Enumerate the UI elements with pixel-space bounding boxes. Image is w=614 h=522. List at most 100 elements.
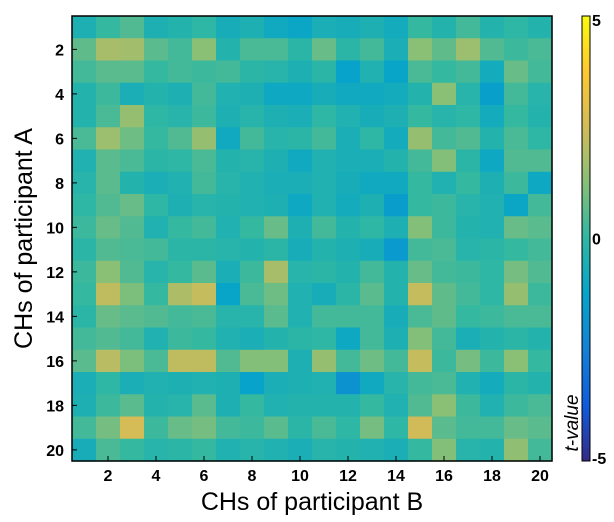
heatmap-cell [360, 416, 385, 440]
heatmap-cell [360, 216, 385, 240]
heatmap-cell [312, 327, 337, 351]
heatmap-cell [120, 327, 145, 351]
heatmap-cell [72, 327, 97, 351]
heatmap-cell [360, 60, 385, 84]
heatmap-cell [72, 60, 97, 84]
heatmap-cell [264, 82, 289, 106]
heatmap-cell [384, 394, 409, 418]
heatmap-cell [480, 394, 505, 418]
heatmap-cell [408, 105, 433, 128]
heatmap-cell [288, 38, 313, 62]
x-tick-label: 6 [200, 468, 209, 485]
heatmap-cell [192, 38, 217, 62]
heatmap-cell [168, 171, 193, 195]
heatmap-cells [72, 16, 553, 462]
heatmap-cell [168, 238, 193, 262]
heatmap-cell [144, 38, 169, 62]
y-tick-label: 14 [46, 309, 64, 326]
heatmap-cell [144, 171, 169, 195]
heatmap-cell [216, 105, 241, 128]
heatmap-cell [240, 216, 265, 240]
heatmap-cell [384, 171, 409, 195]
x-axis-title: CHs of participant B [201, 488, 423, 516]
heatmap-cell [120, 60, 145, 84]
heatmap-cell [456, 260, 481, 284]
heatmap-cell [384, 416, 409, 440]
heatmap-cell [480, 238, 505, 262]
heatmap-cell [192, 305, 217, 329]
heatmap-cell [216, 127, 241, 151]
heatmap-cell [360, 38, 385, 62]
colorbar-title: t-value [562, 394, 583, 451]
heatmap-cell [72, 305, 97, 329]
heatmap-cell [384, 105, 409, 128]
heatmap-cell [336, 327, 361, 351]
y-tick-label: 4 [55, 87, 64, 104]
heatmap-cell [504, 238, 529, 262]
heatmap-cell [312, 216, 337, 240]
heatmap-cell [192, 238, 217, 262]
x-tick-label: 12 [339, 468, 357, 485]
heatmap-cell [144, 438, 169, 462]
heatmap-cell [360, 305, 385, 329]
y-tick-label: 16 [46, 354, 64, 371]
heatmap-cell [192, 283, 217, 306]
heatmap-cell [216, 416, 241, 440]
heatmap-cell [192, 349, 217, 373]
heatmap-cell [432, 149, 457, 173]
heatmap-cell [456, 238, 481, 262]
heatmap-cell [264, 238, 289, 262]
heatmap-cell [504, 16, 529, 39]
heatmap-cell [192, 260, 217, 284]
heatmap-cell [528, 60, 553, 84]
heatmap-cell [240, 38, 265, 62]
heatmap-cell [336, 105, 361, 128]
heatmap-cell [264, 194, 289, 217]
heatmap-cell [312, 305, 337, 329]
heatmap-cell [408, 194, 433, 217]
heatmap-cell [216, 438, 241, 462]
heatmap-cell [480, 60, 505, 84]
heatmap-cell [120, 238, 145, 262]
heatmap-cell [96, 260, 121, 284]
heatmap-cell [72, 349, 97, 373]
heatmap-cell [120, 194, 145, 217]
heatmap-cell [264, 127, 289, 151]
heatmap-cell [72, 283, 97, 306]
heatmap-cell [432, 105, 457, 128]
heatmap-cell [336, 438, 361, 462]
heatmap-cell [336, 305, 361, 329]
heatmap-cell [456, 60, 481, 84]
heatmap-cell [264, 171, 289, 195]
x-tick-label: 8 [248, 468, 257, 485]
y-tick-label: 12 [46, 265, 64, 282]
heatmap-cell [528, 16, 553, 39]
heatmap-cell [480, 149, 505, 173]
heatmap-cell [408, 283, 433, 306]
heatmap-cell [144, 127, 169, 151]
heatmap-cell [216, 305, 241, 329]
heatmap-cell [360, 127, 385, 151]
heatmap-cell [240, 305, 265, 329]
heatmap-cell [168, 60, 193, 84]
heatmap-cell [288, 127, 313, 151]
heatmap-cell [144, 260, 169, 284]
heatmap-cell [168, 416, 193, 440]
heatmap-cell [312, 438, 337, 462]
x-tick-label: 16 [435, 468, 453, 485]
heatmap-cell [384, 127, 409, 151]
heatmap-cell [264, 216, 289, 240]
heatmap-cell [240, 238, 265, 262]
heatmap-cell [216, 372, 241, 395]
heatmap-cell [432, 349, 457, 373]
heatmap-cell [408, 372, 433, 395]
heatmap-cell [408, 438, 433, 462]
heatmap-cell [240, 171, 265, 195]
heatmap-cell [168, 16, 193, 39]
heatmap-cell [240, 416, 265, 440]
heatmap-cell [336, 216, 361, 240]
heatmap-cell [336, 38, 361, 62]
heatmap-cell [480, 327, 505, 351]
heatmap-cell [72, 260, 97, 284]
heatmap-cell [432, 82, 457, 106]
